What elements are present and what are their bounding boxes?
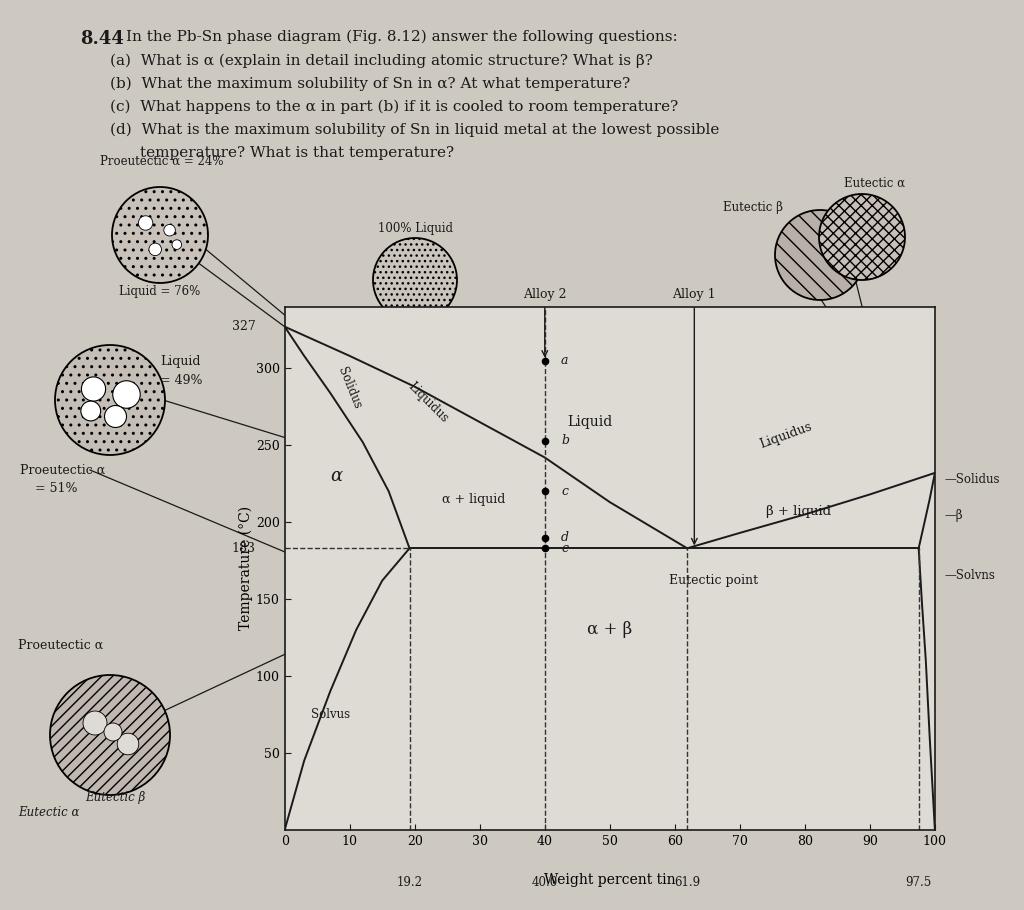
Text: Proeutectic α: Proeutectic α [20, 463, 105, 477]
Text: Eutectic α: Eutectic α [845, 177, 905, 190]
Text: β + liquid: β + liquid [766, 505, 830, 518]
Circle shape [775, 210, 865, 300]
Text: e: e [561, 541, 568, 555]
Text: Liquidus: Liquidus [406, 379, 451, 425]
Text: Proeutectic α = 24%: Proeutectic α = 24% [100, 155, 223, 168]
Text: Eutectic point: Eutectic point [670, 574, 759, 587]
Text: α + β: α + β [587, 622, 633, 638]
Text: = 49%: = 49% [160, 373, 203, 387]
Text: In the Pb-Sn phase diagram (Fig. 8.12) answer the following questions:: In the Pb-Sn phase diagram (Fig. 8.12) a… [126, 30, 678, 45]
Text: —β: —β [945, 510, 964, 522]
Text: Eutectic β: Eutectic β [85, 792, 145, 804]
Text: Alloy 2: Alloy 2 [523, 288, 566, 300]
Text: (a)  What is α (explain in detail including atomic structure? What is β?: (a) What is α (explain in detail includi… [110, 54, 653, 68]
Text: 61.9: 61.9 [674, 876, 700, 889]
Text: Liquid: Liquid [567, 415, 613, 430]
Circle shape [83, 711, 106, 735]
Circle shape [104, 406, 127, 428]
Circle shape [117, 733, 139, 754]
Text: Solvus: Solvus [310, 708, 350, 721]
Text: (b)  What the maximum solubility of Sn in α? At what temperature?: (b) What the maximum solubility of Sn in… [110, 77, 630, 91]
Y-axis label: Temperature (°C): Temperature (°C) [239, 506, 253, 631]
Text: 40.0: 40.0 [531, 876, 558, 889]
Text: a: a [561, 354, 568, 367]
Text: α: α [331, 467, 343, 485]
Text: Alloy 1: Alloy 1 [673, 288, 716, 300]
Circle shape [113, 380, 140, 409]
Text: Solidus: Solidus [336, 366, 364, 411]
Text: 183: 183 [231, 541, 255, 555]
Text: Eutectic β: Eutectic β [723, 200, 783, 214]
Circle shape [112, 187, 208, 283]
Text: d: d [561, 531, 569, 544]
Text: Liquidus: Liquidus [758, 420, 813, 451]
Circle shape [50, 675, 170, 795]
Text: Liquid = 76%: Liquid = 76% [120, 285, 201, 298]
Text: temperature? What is that temperature?: temperature? What is that temperature? [140, 146, 454, 160]
Text: 97.5: 97.5 [905, 876, 932, 889]
Text: α + liquid: α + liquid [441, 492, 505, 506]
Circle shape [81, 401, 100, 421]
Circle shape [104, 723, 122, 741]
Text: —Solidus: —Solidus [945, 472, 1000, 486]
Text: = 51%: = 51% [35, 481, 78, 494]
Text: (c)  What happens to the α in part (b) if it is cooled to room temperature?: (c) What happens to the α in part (b) if… [110, 100, 678, 115]
Circle shape [172, 240, 181, 249]
Text: Proeutectic α: Proeutectic α [18, 639, 103, 652]
Text: 19.2: 19.2 [396, 876, 423, 889]
Text: 8.44: 8.44 [80, 30, 124, 48]
Text: Liquid: Liquid [160, 356, 201, 369]
Text: b: b [561, 434, 569, 447]
Circle shape [55, 345, 165, 455]
Text: 327: 327 [231, 320, 255, 333]
Circle shape [138, 216, 153, 230]
Circle shape [148, 243, 162, 256]
Text: 100% Liquid: 100% Liquid [378, 222, 453, 235]
Text: (d)  What is the maximum solubility of Sn in liquid metal at the lowest possible: (d) What is the maximum solubility of Sn… [110, 123, 720, 137]
Text: c: c [561, 485, 568, 498]
Text: Eutectic α: Eutectic α [18, 806, 80, 820]
Text: —Solvns: —Solvns [945, 570, 995, 582]
Circle shape [819, 194, 905, 280]
X-axis label: Weight percent tin: Weight percent tin [544, 873, 676, 886]
Circle shape [373, 238, 457, 322]
Circle shape [81, 377, 105, 401]
Circle shape [164, 225, 175, 236]
